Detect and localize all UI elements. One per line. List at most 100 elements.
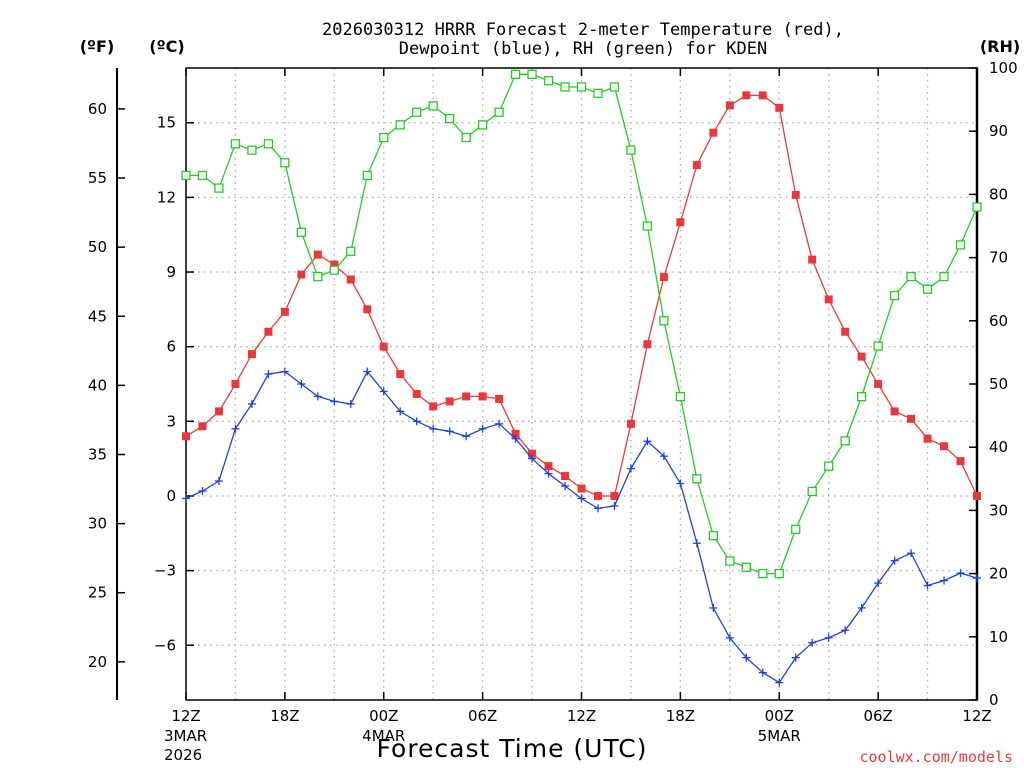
rh-marker: [906, 271, 916, 282]
x-tick-label: 06Z: [863, 707, 892, 725]
rh-marker: [774, 568, 784, 579]
temperature-marker: [808, 255, 817, 264]
temperature-marker: [330, 260, 339, 269]
dewpoint-marker: [495, 419, 504, 428]
rh-marker: [758, 568, 768, 579]
rh-tick-label: 10: [989, 628, 1008, 646]
dewpoint-marker: [528, 454, 537, 463]
dewpoint-marker: [956, 569, 965, 578]
temperature-marker: [857, 352, 866, 361]
x-tick-label: 18Z: [666, 707, 695, 725]
dewpoint-marker: [676, 479, 685, 488]
rh-marker: [543, 75, 554, 86]
celsius-tick-label: 0: [166, 487, 176, 505]
dewpoint-marker: [577, 494, 586, 503]
dewpoint-marker: [610, 501, 619, 510]
celsius-tick-label: 3: [166, 412, 176, 430]
dewpoint-marker: [445, 427, 454, 436]
dewpoint-marker: [429, 424, 438, 433]
temperature-marker: [297, 270, 306, 279]
dewpoint-marker: [363, 367, 372, 376]
rh-marker: [181, 170, 191, 181]
x-tick-label: 18Z: [270, 707, 299, 725]
dewpoint-marker: [214, 477, 223, 486]
celsius-tick-label: 6: [166, 338, 176, 356]
rh-marker: [593, 88, 603, 98]
series-line-dewpoint: [185, 370, 978, 684]
dewpoint-marker: [791, 653, 800, 662]
x-date-label: 5MAR: [758, 727, 801, 745]
temperature-marker: [561, 472, 570, 481]
rh-marker: [395, 120, 405, 130]
rh-marker: [230, 139, 241, 149]
rh-marker: [296, 227, 307, 237]
temperature-marker: [528, 449, 537, 458]
series-rh: [181, 69, 982, 579]
temperature-marker: [610, 491, 619, 500]
rh-marker: [922, 284, 933, 294]
dewpoint-marker: [396, 407, 405, 416]
rh-marker: [329, 265, 339, 275]
temperature-marker: [923, 434, 932, 443]
rh-marker: [939, 271, 949, 282]
dewpoint-marker: [973, 574, 981, 583]
temperature-marker: [973, 491, 981, 500]
dewpoint-marker: [758, 668, 767, 677]
rh-marker: [379, 132, 389, 143]
celsius-unit-label: (ºC): [149, 37, 184, 56]
rh-marker: [197, 170, 208, 181]
rh-marker: [626, 145, 636, 155]
rh-marker: [824, 461, 834, 471]
dewpoint-marker: [346, 399, 355, 408]
credit-label: coolwx.com/models: [859, 748, 1013, 766]
rh-tick-label: 0: [989, 691, 999, 709]
rh-tick-label: 80: [989, 185, 1008, 203]
rh-marker: [428, 101, 438, 111]
dewpoint-marker: [544, 469, 553, 478]
temperature-marker: [841, 327, 850, 336]
rh-marker: [807, 486, 817, 497]
rh-marker: [461, 132, 471, 143]
dewpoint-marker: [874, 579, 883, 588]
rh-tick-label: 40: [989, 438, 1008, 456]
temperature-marker: [544, 462, 553, 471]
temperature-marker: [758, 91, 767, 100]
dewpoint-marker: [330, 397, 339, 406]
temperature-marker: [379, 342, 388, 351]
rh-marker: [560, 82, 570, 92]
rh-tick-label: 50: [989, 375, 1008, 393]
temperature-marker: [363, 305, 372, 314]
temperature-marker: [495, 394, 504, 403]
rh-tick-label: 70: [989, 249, 1008, 267]
rh-marker: [741, 562, 751, 572]
rh-marker: [214, 183, 224, 193]
rh-marker: [576, 82, 587, 92]
temperature-marker: [956, 457, 965, 466]
rh-marker: [873, 341, 883, 351]
dewpoint-marker: [231, 424, 240, 433]
dewpoint-marker: [808, 638, 817, 647]
series-temperature: [182, 91, 981, 500]
rh-marker: [840, 436, 850, 446]
temperature-marker: [412, 389, 421, 398]
temperature-marker: [940, 442, 949, 451]
fahrenheit-tick-label: 50: [88, 238, 107, 256]
temperature-marker: [346, 275, 355, 284]
dewpoint-marker: [462, 432, 471, 441]
temperature-marker: [890, 407, 899, 416]
dewpoint-marker: [182, 494, 190, 503]
rh-marker: [527, 69, 537, 79]
fahrenheit-tick-label: 45: [88, 307, 107, 325]
x-axis-title: Forecast Time (UTC): [377, 734, 648, 763]
series-layer: [181, 69, 982, 687]
dewpoint-marker: [775, 678, 784, 687]
dewpoint-marker: [709, 603, 718, 612]
dewpoint-marker: [692, 539, 701, 548]
x-tick-label: 06Z: [468, 707, 497, 725]
temperature-marker: [462, 392, 471, 401]
rh-marker: [889, 290, 900, 301]
temperature-marker: [742, 91, 751, 100]
rh-marker: [955, 240, 966, 250]
temperature-marker: [692, 161, 701, 170]
